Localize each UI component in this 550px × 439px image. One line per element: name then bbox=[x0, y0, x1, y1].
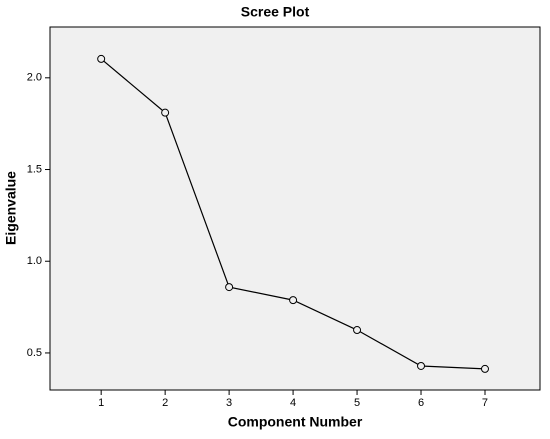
y-tick-label: 0.5 bbox=[27, 347, 42, 359]
point bbox=[480, 364, 489, 373]
x-tick-label: 7 bbox=[482, 397, 488, 409]
y-tick-label: 1.0 bbox=[27, 255, 42, 267]
y-axis-label: Eigenvalue bbox=[3, 171, 19, 245]
x-axis-label: Component Number bbox=[228, 414, 363, 430]
x-tick-label: 6 bbox=[418, 397, 424, 409]
x-tick-label: 4 bbox=[290, 397, 296, 409]
x-tick-label: 5 bbox=[354, 397, 360, 409]
y-tick-label: 1.5 bbox=[27, 163, 42, 175]
point bbox=[161, 108, 170, 117]
point bbox=[417, 361, 426, 370]
chart-title: Scree Plot bbox=[241, 4, 310, 20]
x-tick-label: 2 bbox=[162, 397, 168, 409]
x-tick-label: 3 bbox=[226, 397, 232, 409]
point bbox=[97, 54, 106, 63]
plot-area bbox=[49, 26, 541, 391]
point bbox=[289, 296, 298, 305]
point bbox=[225, 283, 234, 292]
x-tick-label: 1 bbox=[98, 397, 104, 409]
y-tick-label: 2.0 bbox=[27, 72, 42, 84]
point bbox=[353, 326, 362, 335]
